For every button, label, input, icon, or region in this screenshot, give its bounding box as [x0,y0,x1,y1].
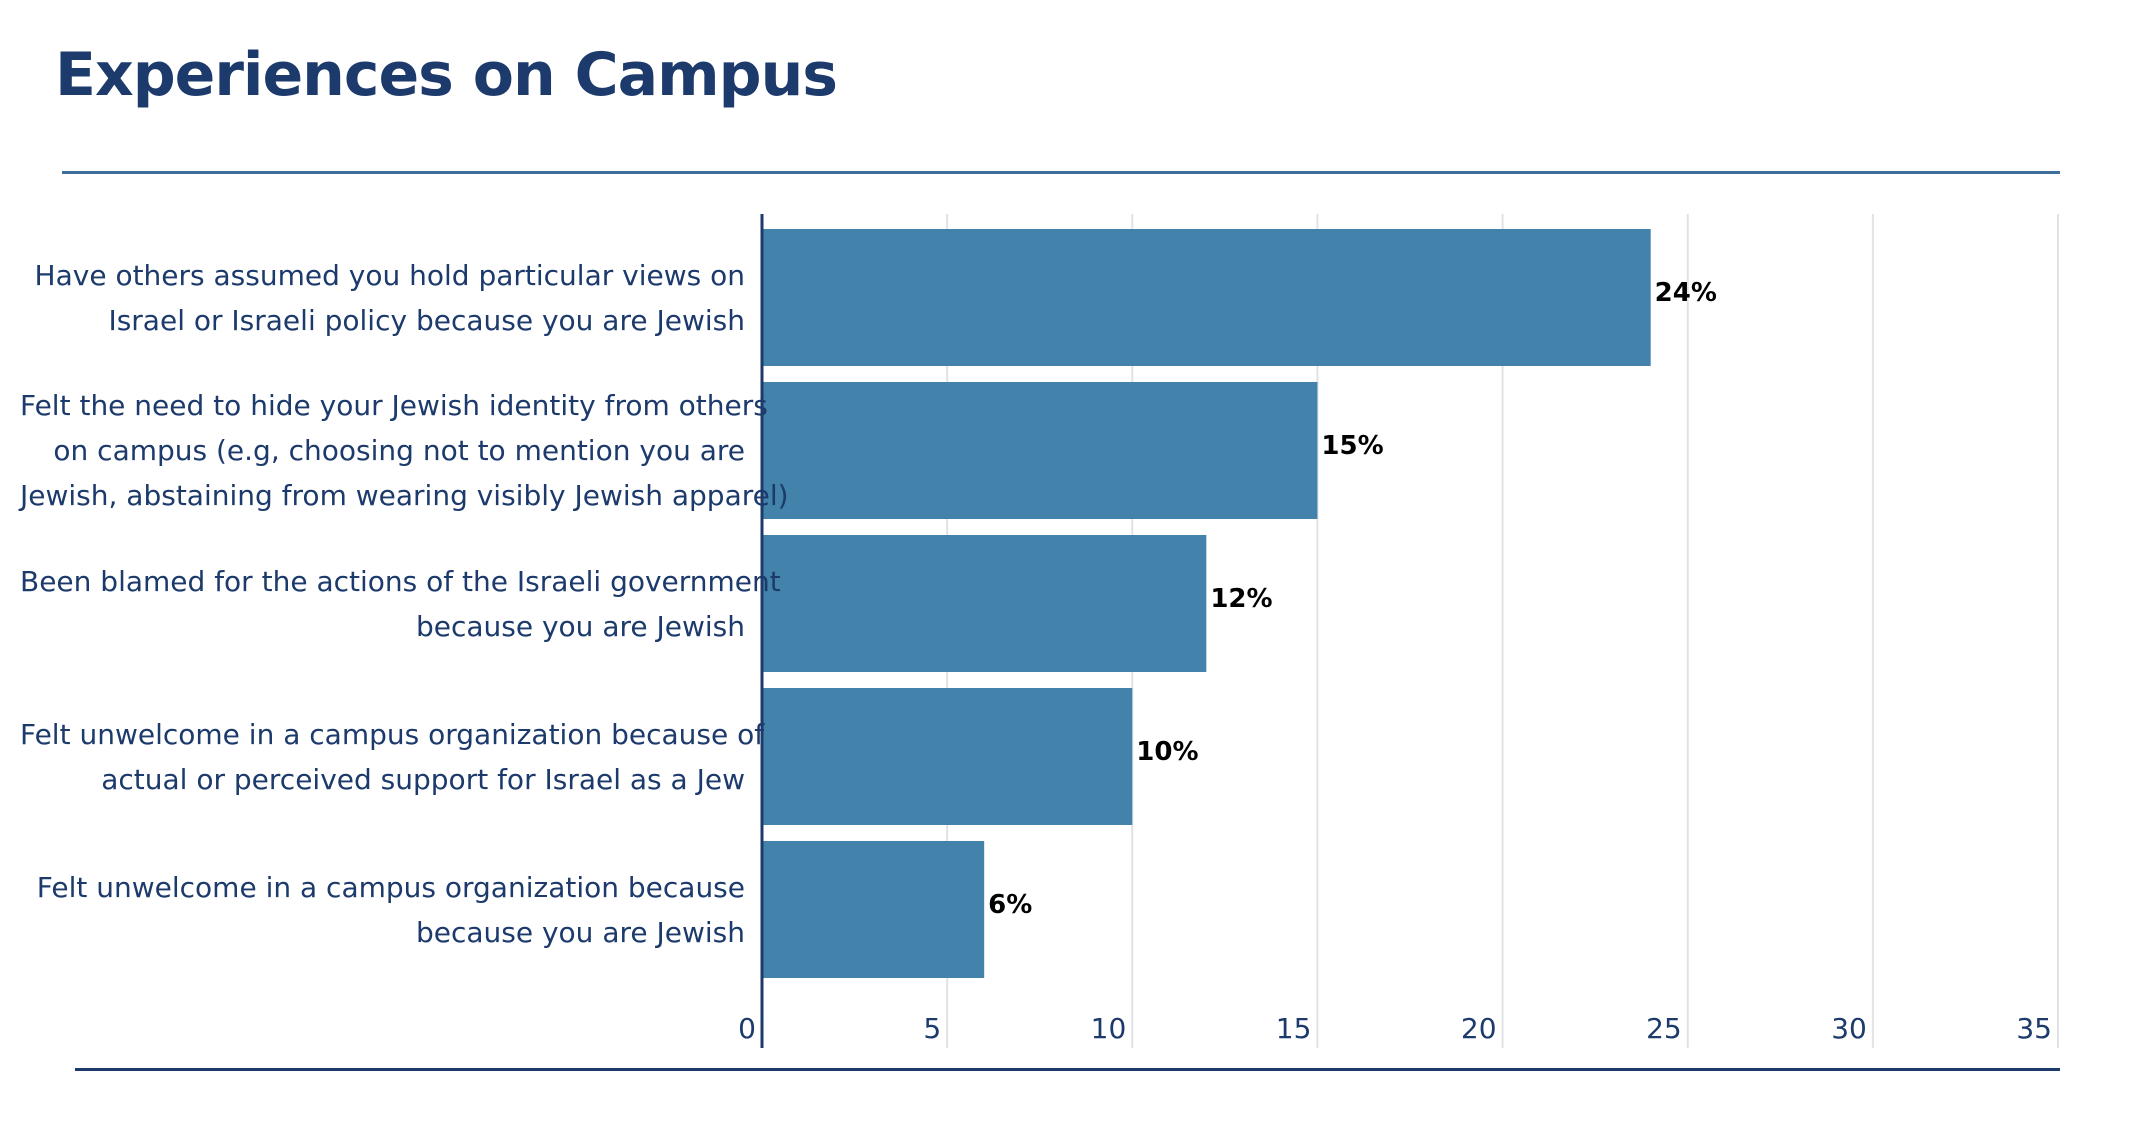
data-label: 24% [1655,278,1717,308]
category-label: Been blamed for the actions of the Israe… [20,559,781,649]
footer-divider [75,1068,2060,1071]
category-label-line: on campus (e.g, choosing not to mention … [53,434,745,467]
data-label: 12% [1210,584,1272,614]
category-label-line: actual or perceived support for Israel a… [101,762,745,796]
category-label-line: Felt unwelcome in a campus organization … [36,870,745,904]
category-label-line: because you are Jewish [415,915,745,949]
data-label: 10% [1136,737,1198,767]
category-label: Felt unwelcome in a campus organization … [20,865,745,955]
data-label: 15% [1321,431,1383,461]
x-tick-label: 30 [1831,1012,1867,1045]
x-tick-label: 10 [1091,1012,1127,1045]
category-label: Have others assumed you hold particular … [20,253,745,343]
bar [762,229,1651,366]
bar [762,535,1207,672]
bar [762,841,985,978]
data-label: 6% [988,890,1032,920]
category-label: Felt unwelcome in a campus organization … [20,712,765,802]
x-tick-label: 0 [738,1012,756,1045]
x-tick-label: 25 [1646,1012,1682,1045]
title-divider [62,171,2060,174]
x-tick-label: 15 [1276,1012,1312,1045]
category-label: Felt the need to hide your Jewish identi… [20,383,789,518]
category-label-line: Felt unwelcome in a campus organization … [20,717,765,751]
x-tick-label: 35 [2016,1012,2052,1045]
page-title: Experiences on Campus [55,40,838,110]
bar [762,688,1133,825]
category-label-line: Been blamed for the actions of the Israe… [20,564,781,598]
bar [762,382,1318,519]
category-label-line: because you are Jewish [415,609,745,643]
category-label-line: Have others assumed you hold particular … [34,258,745,292]
x-tick-label: 20 [1461,1012,1497,1045]
category-label-line: Jewish, abstaining from wearing visibly … [20,479,789,512]
category-label-line: Israel or Israeli policy because you are… [108,303,745,337]
x-tick-label: 5 [923,1012,941,1045]
category-label-line: Felt the need to hide your Jewish identi… [20,389,768,422]
